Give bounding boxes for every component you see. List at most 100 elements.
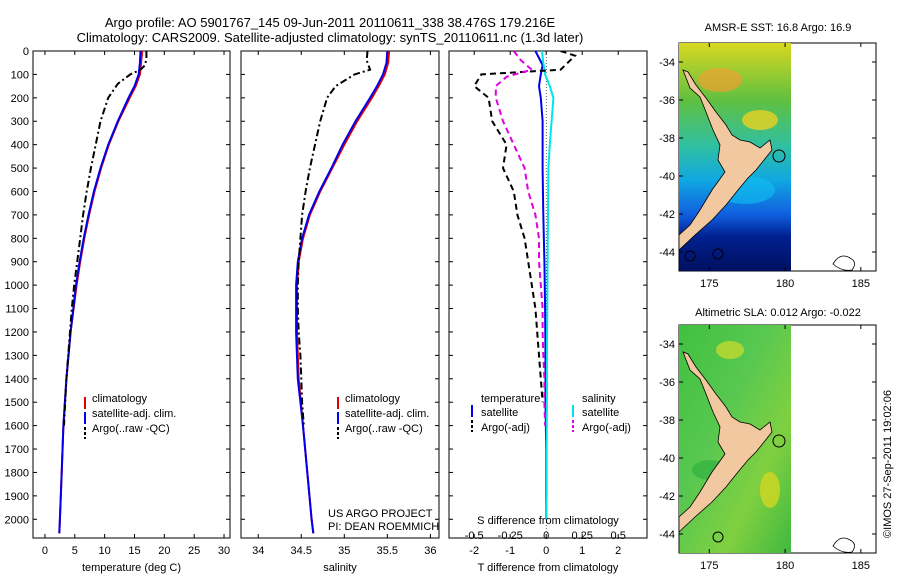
x-tick-label: -1 — [505, 545, 515, 557]
y-tick-label: 1000 — [5, 280, 29, 292]
difference-legend: temperature satellite Argo(-adj) salinit… — [471, 393, 631, 527]
y-tick-label: -44 — [659, 247, 675, 259]
s-tick-label: -0.25 — [498, 530, 523, 542]
y-tick-label: -38 — [659, 415, 675, 427]
y-tick-label: 1900 — [5, 491, 29, 503]
x-tick-label: 0 — [42, 545, 48, 557]
x-tick-label: 0 — [543, 545, 549, 557]
s-tick-label: 0.5 — [611, 530, 626, 542]
x-tick-label: 34 — [252, 545, 264, 557]
legend-temperature-heading: temperature — [481, 393, 540, 405]
x-tick-label: 180 — [776, 278, 794, 290]
x-tick-label: -2 — [469, 545, 479, 557]
y-tick-label: -34 — [659, 57, 675, 69]
x-tick-label: 2 — [615, 545, 621, 557]
north-island-land — [679, 351, 773, 553]
y-tick-label: 1500 — [5, 397, 29, 409]
series-argo-raw-qc — [63, 51, 148, 426]
y-tick-label: 600 — [11, 186, 29, 198]
x-tick-label: 25 — [188, 545, 200, 557]
x-tick-label: 180 — [776, 560, 794, 572]
y-tick-label: -40 — [659, 453, 675, 465]
x-tick-label: 175 — [700, 278, 718, 290]
series-argo-raw-qc — [296, 51, 372, 426]
s-difference-axis-label: S difference from climatology — [477, 515, 619, 527]
y-tick-label: 200 — [11, 93, 29, 105]
x-tick-label: 5 — [72, 545, 78, 557]
x-tick-label: 35 — [338, 545, 350, 557]
y-tick-label: -40 — [659, 171, 675, 183]
y-tick-label: 900 — [11, 257, 29, 269]
y-tick-label: 800 — [11, 233, 29, 245]
y-tick-label: -36 — [659, 95, 675, 107]
y-tick-label: -34 — [659, 339, 675, 351]
legend-salinity-heading: salinity — [582, 393, 616, 405]
float-position-marker — [772, 149, 786, 163]
y-tick-label: 400 — [11, 140, 29, 152]
y-tick-label: 700 — [11, 210, 29, 222]
project-annotation: US ARGO PROJECT — [328, 508, 433, 520]
y-tick-label: 1600 — [5, 421, 29, 433]
legend-satellite-label: satellite-adj. clim. — [345, 408, 429, 420]
y-tick-label: 300 — [11, 116, 29, 128]
y-tick-label: 0 — [23, 46, 29, 58]
sla-map-axes: 175 180 185 -34 -36 -38 -40 -42 -44 — [659, 325, 876, 572]
differences-xlabel: T difference from climatology — [478, 562, 619, 574]
difference-panel: -2 -1 0 1 2 T difference from climatology -0.5… — [448, 50, 648, 574]
y-tick-label: 1700 — [5, 444, 29, 456]
figure-title-line1: Argo profile: AO 5901767_145 09-Jun-2011… — [105, 15, 556, 30]
x-tick-label: 36 — [424, 545, 436, 557]
series-satellite-adj-clim — [58, 51, 142, 534]
temperature-series — [58, 51, 148, 534]
x-tick-label: 35.5 — [377, 545, 398, 557]
sst-warm-patch — [742, 110, 778, 130]
legend-t-satellite-label: satellite — [481, 407, 518, 419]
y-tick-label: 500 — [11, 163, 29, 175]
y-tick-label: -44 — [659, 529, 675, 541]
sst-warm-patch — [698, 68, 742, 92]
y-tick-label: -36 — [659, 377, 675, 389]
x-tick-label: 10 — [99, 545, 111, 557]
y-tick-label: -38 — [659, 133, 675, 145]
figure-title-line2: Climatology: CARS2009. Satellite-adjuste… — [77, 30, 584, 45]
x-tick-label: 34.5 — [291, 545, 312, 557]
float-position-marker — [772, 434, 786, 448]
location-marker — [712, 248, 724, 260]
legend-climatology-label: climatology — [92, 393, 148, 405]
x-tick-label: 185 — [852, 278, 870, 290]
sst-map-axes: 175 180 185 -34 -36 -38 -40 -42 -44 — [659, 43, 876, 290]
location-marker — [712, 531, 724, 543]
x-tick-label: 20 — [158, 545, 170, 557]
pi-annotation: PI: DEAN ROEMMICH — [328, 521, 439, 533]
series-t-argo-adj — [472, 51, 577, 403]
x-tick-label: 1 — [579, 545, 585, 557]
sla-high-patch — [760, 472, 780, 508]
y-tick-label: 100 — [11, 69, 29, 81]
y-tick-label: 1300 — [5, 350, 29, 362]
temperature-panel: 0100200300400500600700800900100011001200… — [5, 46, 231, 574]
y-tick-label: 1200 — [5, 327, 29, 339]
temperature-legend: climatology satellite-adj. clim. Argo(..… — [84, 393, 176, 439]
sst-map-title: AMSR-E SST: 16.8 Argo: 16.9 — [705, 22, 852, 34]
y-tick-label: -42 — [659, 209, 675, 221]
s-tick-label: 0.25 — [571, 530, 592, 542]
x-tick-label: 185 — [852, 560, 870, 572]
north-island-land — [679, 69, 773, 271]
location-marker — [684, 250, 696, 262]
series-satellite-adj-clim — [295, 51, 389, 534]
salinity-legend: climatology satellite-adj. clim. Argo(..… — [328, 393, 439, 533]
legend-s-argo-label: Argo(-adj) — [582, 422, 631, 434]
y-tick-label: 1100 — [5, 304, 29, 316]
sst-map: AMSR-E SST: 16.8 Argo: 16.9 175 180 185 -34… — [659, 22, 877, 290]
temperature-xlabel: temperature (deg C) — [82, 562, 181, 574]
s-tick-label: -0.5 — [465, 530, 484, 542]
y-tick-label: 1800 — [5, 467, 29, 479]
legend-t-argo-label: Argo(-adj) — [481, 422, 530, 434]
series-s-argo-adj — [494, 51, 547, 426]
credit-timestamp: ©IMOS 27-Sep-2011 19:02:06 — [882, 390, 894, 538]
sla-map-title: Altimetric SLA: 0.012 Argo: -0.022 — [695, 307, 861, 319]
sla-high-patch — [716, 341, 744, 359]
differences-series — [472, 51, 577, 520]
